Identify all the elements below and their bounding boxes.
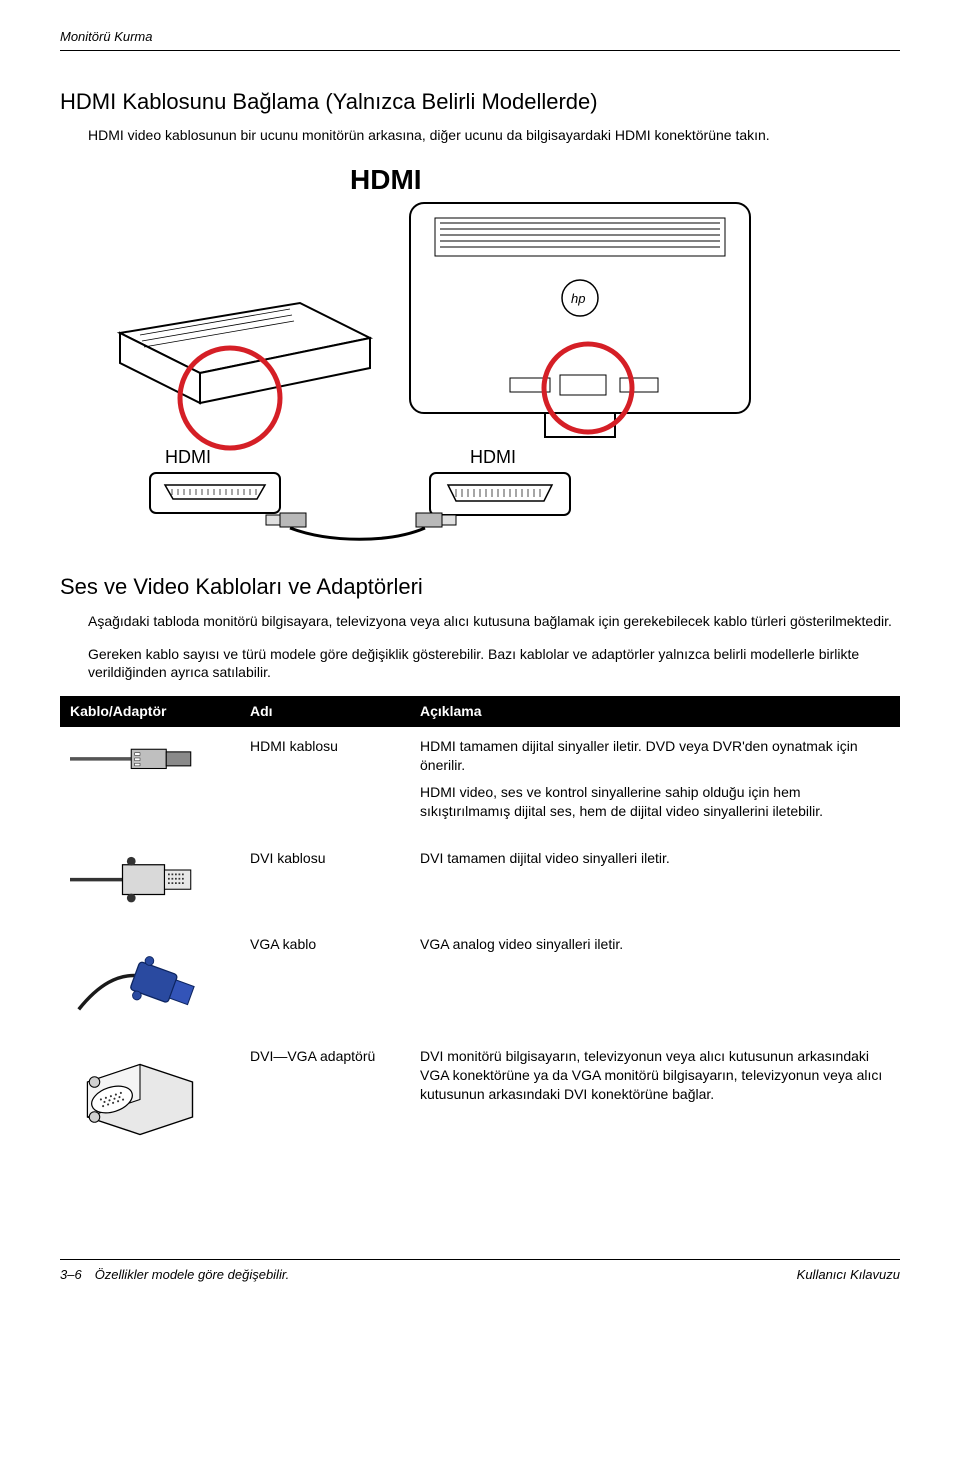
settop-box-icon (120, 303, 370, 448)
section1-para: HDMI video kablosunun bir ucunu monitörü… (88, 126, 900, 145)
hdmi-port-right-icon: HDMI (430, 447, 570, 515)
footer-right: Kullanıcı Kılavuzu (797, 1266, 900, 1284)
page-header: Monitörü Kurma (60, 28, 900, 51)
dvi-vga-adapter-icon (70, 1047, 210, 1143)
cable-desc: HDMI tamamen dijital sinyaller iletir. D… (420, 737, 890, 775)
svg-text:HDMI: HDMI (470, 447, 516, 467)
table-row: DVI—VGA adaptörü DVI monitörü bilgisayar… (60, 1037, 900, 1158)
page-footer: 3–6 Özellikler modele göre değişebilir. … (60, 1259, 900, 1284)
col-desc: Açıklama (410, 696, 900, 727)
vga-cable-icon (70, 935, 210, 1023)
cable-table: Kablo/Adaptör Adı Açıklama HDMI kablosu … (60, 696, 900, 1158)
footer-left: 3–6 Özellikler modele göre değişebilir. (60, 1266, 289, 1284)
hdmi-diagram: HDMI hp (100, 163, 780, 548)
cable-name: HDMI kablosu (240, 727, 410, 839)
hdmi-cable-icon (70, 737, 210, 781)
diagram-label-top: HDMI (350, 164, 422, 195)
table-header-row: Kablo/Adaptör Adı Açıklama (60, 696, 900, 727)
table-row: HDMI kablosu HDMI tamamen dijital sinyal… (60, 727, 900, 839)
section2-para1: Aşağıdaki tabloda monitörü bilgisayara, … (88, 612, 900, 631)
svg-text:HDMI: HDMI (165, 447, 211, 467)
hdmi-port-left-icon: HDMI (150, 447, 280, 513)
svg-text:hp: hp (571, 291, 585, 306)
cable-desc: VGA analog video sinyalleri iletir. (420, 935, 890, 954)
cable-name: VGA kablo (240, 925, 410, 1037)
section1-title: HDMI Kablosunu Bağlama (Yalnızca Belirli… (60, 87, 900, 117)
cable-desc: HDMI video, ses ve kontrol sinyallerine … (420, 783, 890, 821)
col-name: Adı (240, 696, 410, 727)
section2-title: Ses ve Video Kabloları ve Adaptörleri (60, 572, 900, 602)
hdmi-cable-icon (266, 513, 456, 539)
cable-name: DVI—VGA adaptörü (240, 1037, 410, 1158)
monitor-back-icon: hp (410, 203, 750, 437)
section2-para2: Gereken kablo sayısı ve türü modele göre… (88, 645, 900, 683)
col-cable: Kablo/Adaptör (60, 696, 240, 727)
cable-desc: DVI tamamen dijital video sinyalleri ile… (420, 849, 890, 868)
cable-name: DVI kablosu (240, 839, 410, 925)
table-row: VGA kablo VGA analog video sinyalleri il… (60, 925, 900, 1037)
dvi-cable-icon (70, 849, 210, 910)
cable-desc: DVI monitörü bilgisayarın, televizyonun … (420, 1047, 890, 1104)
table-row: DVI kablosu DVI tamamen dijital video si… (60, 839, 900, 925)
